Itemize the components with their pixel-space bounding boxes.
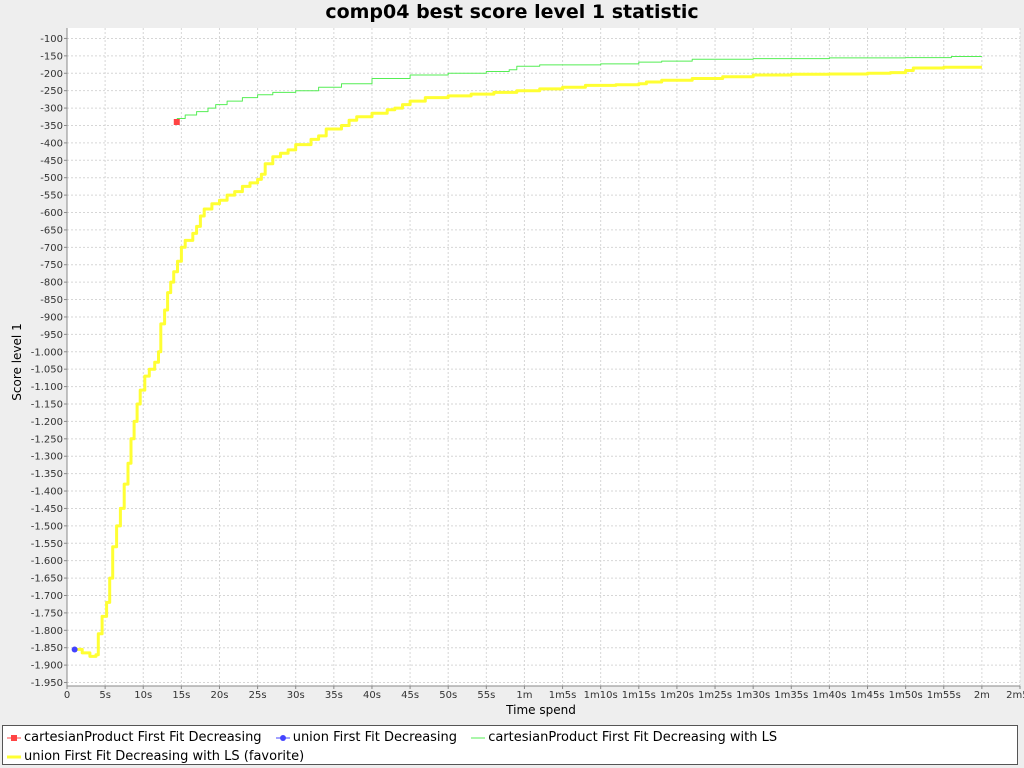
y-tick-label: -1.050 [31, 365, 63, 376]
y-tick-label: -500 [40, 173, 63, 184]
y-tick-label: -450 [40, 156, 63, 167]
x-tick-label: 50s [439, 690, 457, 701]
y-tick-label: -1.500 [31, 521, 63, 532]
x-tick-label: 15s [172, 690, 190, 701]
y-tick-label: -1.450 [31, 504, 63, 515]
x-tick-label: 1m45s [850, 690, 884, 701]
y-tick-label: -1.300 [31, 452, 63, 463]
legend-label: cartesianProduct First Fit Decreasing wi… [488, 730, 778, 745]
y-tick-label: -250 [40, 86, 63, 97]
y-axis-label: Score level 1 [10, 323, 24, 400]
x-tick-label: 2m [974, 690, 990, 701]
x-tick-label: 1m10s [584, 690, 618, 701]
x-tick-label: 1m35s [774, 690, 808, 701]
chart-legend: cartesianProduct First Fit Decreasing un… [2, 725, 1018, 765]
x-axis-label: Time spend [505, 703, 576, 717]
x-tick-label: 45s [401, 690, 419, 701]
legend-swatch-line-icon [7, 755, 21, 758]
y-tick-label: -1.850 [31, 643, 63, 654]
y-tick-label: -550 [40, 191, 63, 202]
legend-item-cartesian-ffd: cartesianProduct First Fit Decreasing [7, 728, 262, 747]
legend-swatch-circle-icon [275, 734, 290, 741]
y-tick-label: -400 [40, 138, 63, 149]
y-tick-label: -150 [40, 51, 63, 62]
x-tick-label: 30s [287, 690, 305, 701]
y-tick-label: -1.200 [31, 417, 63, 428]
x-tick-label: 55s [477, 690, 495, 701]
legend-item-cartesian-ffd-ls: cartesianProduct First Fit Decreasing wi… [471, 728, 777, 747]
x-tick-label: 1m [516, 690, 532, 701]
x-tick-label: 0 [64, 690, 70, 701]
x-tick-label: 1m30s [736, 690, 770, 701]
y-tick-label: -1.150 [31, 400, 63, 411]
y-tick-label: -650 [40, 225, 63, 236]
x-tick-label: 1m50s [889, 690, 923, 701]
x-tick-label: 5s [99, 690, 111, 701]
plot-area [67, 28, 1020, 686]
grid [66, 28, 1021, 686]
y-tick-label: -300 [40, 104, 63, 115]
y-tick-label: -1.800 [31, 626, 63, 637]
x-tick-label: 1m5s [549, 690, 577, 701]
y-tick-label: -200 [40, 69, 63, 80]
y-tick-label: -1.600 [31, 556, 63, 567]
data-point-circle [71, 646, 78, 653]
y-tick-label: -700 [40, 243, 63, 254]
y-tick-label: -1.400 [31, 487, 63, 498]
legend-swatch-line-icon [471, 737, 486, 738]
y-tick-label: -900 [40, 312, 63, 323]
x-tick-label: 1m40s [812, 690, 846, 701]
y-tick-label: -1.700 [31, 591, 63, 602]
y-tick-label: -800 [40, 278, 63, 289]
y-tick-label: -600 [40, 208, 63, 219]
y-tick-label: -1.350 [31, 469, 63, 480]
x-tick-label: 20s [211, 690, 229, 701]
chart: 0 5s 10s 15s 20s 25s 30s 35s 40s 45s 50s 55s 1m 1m5s 1… [10, 1, 1024, 717]
y-tick-label: -100 [40, 34, 63, 45]
y-tick-label: -1.750 [31, 608, 63, 619]
chart-title: comp04 best score level 1 statistic [325, 1, 698, 23]
legend-swatch-square-icon [7, 734, 21, 741]
y-tick-label: -1.000 [31, 347, 63, 358]
y-tick-label: -1.950 [31, 678, 63, 689]
legend-label: union First Fit Decreasing [292, 730, 458, 745]
y-tick-label: -1.100 [31, 382, 63, 393]
y-tick-label: -850 [40, 295, 63, 306]
plot-series [71, 56, 982, 658]
x-tick-label: 1m55s [927, 690, 961, 701]
x-tick-label: 2m5s [1006, 690, 1024, 701]
y-tick-label: -1.900 [31, 661, 63, 672]
series-line [74, 65, 982, 658]
legend-label: cartesianProduct First Fit Decreasing [24, 730, 262, 745]
y-tick-label: -350 [40, 121, 63, 132]
x-tick-label: 40s [363, 690, 381, 701]
x-tick-label: 1m20s [660, 690, 694, 701]
series-line [176, 56, 982, 119]
y-tick-label: -750 [40, 260, 63, 271]
y-tick-label: -1.650 [31, 574, 63, 585]
y-tick-label: -950 [40, 330, 63, 341]
legend-item-union-ffd: union First Fit Decreasing [275, 728, 458, 747]
x-tick-label: 1m25s [698, 690, 732, 701]
x-tick-label: 25s [249, 690, 267, 701]
x-tick-label: 10s [134, 690, 152, 701]
y-tick-label: -1.250 [31, 434, 63, 445]
x-tick-label: 1m15s [622, 690, 656, 701]
data-point-square [173, 119, 180, 125]
x-tick-label: 35s [325, 690, 343, 701]
legend-label: union First Fit Decreasing with LS (favo… [24, 749, 305, 764]
y-tick-label: -1.550 [31, 539, 63, 550]
legend-item-union-ffd-ls: union First Fit Decreasing with LS (favo… [7, 747, 304, 766]
